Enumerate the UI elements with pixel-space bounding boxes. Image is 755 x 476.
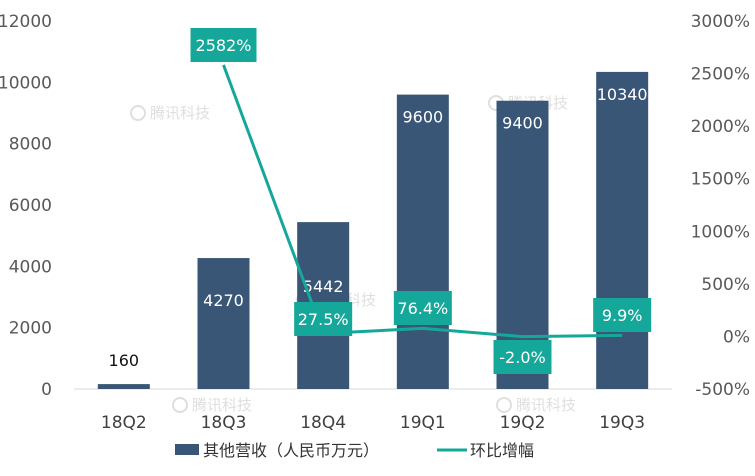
svg-text:腾讯科技: 腾讯科技 xyxy=(516,396,576,414)
bar-value-label: 9400 xyxy=(502,114,543,133)
x-category-label: 19Q1 xyxy=(400,413,446,433)
y-right-tick-label: 2500% xyxy=(691,65,750,85)
line-value-label: 2582% xyxy=(196,36,252,55)
watermark: 腾讯科技 xyxy=(172,396,252,414)
line-label-box xyxy=(190,28,257,62)
watermark: 腾讯科技 xyxy=(496,396,576,414)
bar-value-label: 160 xyxy=(109,351,140,370)
y-right-tick-label: -500% xyxy=(695,380,750,400)
x-category-label: 19Q2 xyxy=(500,413,546,433)
y-left-tick-label: 12000 xyxy=(0,12,52,32)
y-left-tick-label: 6000 xyxy=(9,196,52,216)
legend-bar-swatch xyxy=(175,444,199,455)
line-value-label: 76.4% xyxy=(397,299,448,318)
x-category-label: 18Q2 xyxy=(101,413,147,433)
svg-text:腾讯科技: 腾讯科技 xyxy=(192,396,252,414)
line-series-path xyxy=(222,64,623,339)
bar-value-label: 9600 xyxy=(402,108,443,127)
svg-text:腾讯科技: 腾讯科技 xyxy=(150,104,210,122)
x-category-label: 18Q3 xyxy=(201,413,247,433)
bar xyxy=(596,71,649,389)
bar-value-label: 10340 xyxy=(597,85,648,104)
y-left-tick-label: 2000 xyxy=(9,319,52,339)
y-right-tick-label: 1000% xyxy=(691,222,750,242)
line-value-label: -2.0% xyxy=(499,348,545,367)
y-right-tick-label: 500% xyxy=(701,275,750,295)
bar xyxy=(97,384,150,389)
line-value-label: 9.9% xyxy=(602,306,643,325)
y-right-tick-label: 1500% xyxy=(691,170,750,190)
bar-value-label: 5442 xyxy=(303,277,344,296)
legend-line-label: 环比增幅 xyxy=(470,441,534,460)
y-right-tick-label: 3000% xyxy=(691,12,750,32)
line-label-box xyxy=(593,298,652,332)
watermark: 腾讯科技 xyxy=(130,104,210,122)
line-value-label: 27.5% xyxy=(298,310,349,329)
x-category-label: 19Q3 xyxy=(599,413,645,433)
bar xyxy=(396,94,449,389)
x-category-label: 18Q4 xyxy=(300,413,346,433)
y-left-tick-label: 8000 xyxy=(9,135,52,155)
y-right-tick-label: 0% xyxy=(723,327,750,347)
y-right-tick-label: 2000% xyxy=(691,117,750,137)
bar xyxy=(197,258,250,389)
y-left-tick-label: 10000 xyxy=(0,73,52,93)
legend-bar-label: 其他营收（人民币万元） xyxy=(203,441,379,460)
line-label-box xyxy=(493,340,552,374)
line-label-box xyxy=(393,291,452,325)
y-left-tick-label: 0 xyxy=(41,380,52,400)
y-left-tick-label: 4000 xyxy=(9,257,52,277)
bar-value-label: 4270 xyxy=(203,291,244,310)
line-label-box xyxy=(294,302,353,336)
